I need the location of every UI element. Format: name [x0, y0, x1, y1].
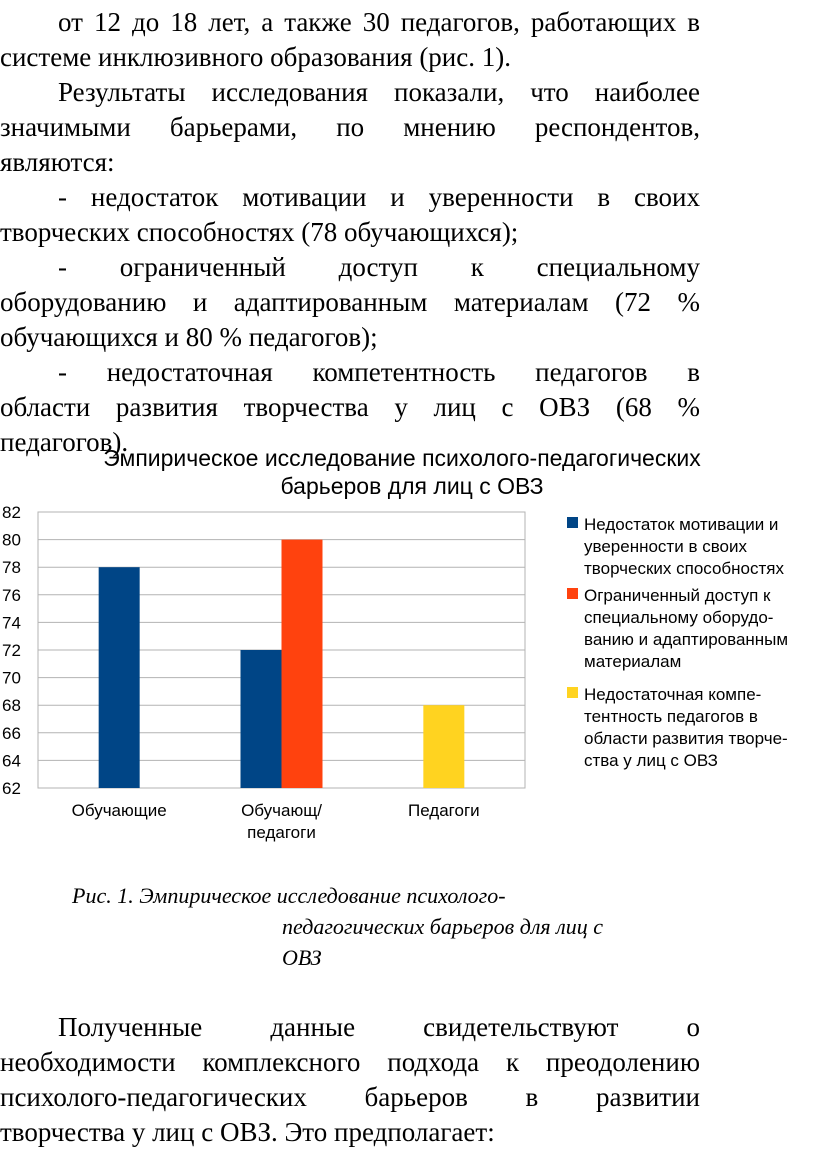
- bar: [281, 539, 323, 788]
- bar: [240, 650, 282, 788]
- y-tick-label: 80: [2, 531, 21, 550]
- paragraph-results: Результаты исследования показали, что на…: [0, 75, 700, 180]
- text-line: - недостаток мотивации и уверенности в с…: [58, 182, 700, 212]
- text-line: необходимости комплексного подхода к пре…: [0, 1047, 700, 1077]
- y-tick-label: 72: [2, 641, 21, 660]
- x-tick-label: Педагоги: [408, 801, 480, 820]
- text-line: творчества у лиц с ОВЗ. Это предполагает…: [0, 1117, 495, 1147]
- text-line: Полученные данные свидетельствуют о: [58, 1012, 700, 1042]
- y-tick-label: 64: [2, 751, 21, 770]
- y-tick-label: 70: [2, 669, 21, 688]
- legend-swatch: [567, 687, 578, 698]
- legend-label: материалам: [584, 652, 681, 671]
- text-line: области развития творчества у лиц с ОВЗ …: [0, 392, 700, 422]
- text-line: педагогов).: [0, 427, 129, 457]
- text-line: - недостаточная компетентность педагогов…: [58, 357, 700, 387]
- x-tick-label: Обучающие: [72, 801, 167, 820]
- legend-label: области развития творче-: [584, 729, 788, 748]
- caption-line: педагогических барьеров для лиц с: [282, 914, 603, 939]
- legend-swatch: [567, 588, 578, 599]
- chart-title-line: барьеров для лиц с ОВЗ: [281, 473, 544, 499]
- legend-label: творческих способностях: [584, 559, 785, 578]
- text-line: значимыми барьерами, по мнению респонден…: [0, 112, 700, 142]
- bar: [98, 567, 140, 788]
- chart-bars: [98, 539, 465, 788]
- y-tick-label: 66: [2, 724, 21, 743]
- text-line: психолого-педагогических барьеров в разв…: [0, 1082, 700, 1112]
- bullet-motivation: - недостаток мотивации и уверенности в с…: [0, 180, 700, 250]
- legend-label: Недостаточная компе-: [584, 685, 761, 704]
- legend-label: ванию и адаптированным: [584, 630, 788, 649]
- x-tick-label: педагоги: [247, 823, 316, 842]
- legend-label: ства у лиц с ОВЗ: [584, 751, 718, 770]
- caption-line: Рис. 1. Эмпирическое исследование психол…: [72, 883, 506, 908]
- y-tick-label: 74: [2, 613, 21, 632]
- y-tick-label: 68: [2, 696, 21, 715]
- chart-title: Эмпирическое исследование психолого-педа…: [103, 445, 701, 499]
- text-block-bottom: Полученные данные свидетельствуют о необ…: [0, 1010, 700, 1150]
- paragraph-sample: от 12 до 18 лет, а также 30 педагогов, р…: [0, 5, 700, 75]
- text-line: системе инклюзивного образования (рис. 1…: [0, 42, 511, 72]
- chart-legend: Недостаток мотивации и уверенности в свои…: [567, 515, 788, 770]
- text-line: являются:: [0, 147, 115, 177]
- y-tick-label: 76: [2, 586, 21, 605]
- y-tick-label: 82: [2, 503, 21, 522]
- text-line: оборудованию и адаптированным материалам…: [0, 287, 700, 317]
- paragraph-conclusion: Полученные данные свидетельствуют о необ…: [0, 1010, 700, 1150]
- x-tick-label: Обучающ/: [241, 801, 322, 820]
- text-line: обучающихся и 80 % педагогов);: [0, 322, 378, 352]
- text-line: творческих способностях (78 обучающихся)…: [0, 217, 519, 247]
- legend-label: Недостаток мотивации и: [584, 515, 778, 534]
- legend-label: тентность педагогов в: [584, 707, 758, 726]
- text-line: Результаты исследования показали, что на…: [58, 77, 700, 107]
- caption-line: ОВЗ: [282, 945, 322, 970]
- legend-label: Ограниченный доступ к: [584, 586, 771, 605]
- chart-y-axis: 62 64 66 68 70 72 74 76 78 80 82: [2, 503, 21, 798]
- y-tick-label: 62: [2, 779, 21, 798]
- text-block-top: от 12 до 18 лет, а также 30 педагогов, р…: [0, 5, 700, 460]
- bar-chart: Эмпирическое исследование психолого-педа…: [2, 445, 788, 842]
- text-line: - ограниченный доступ к специальному: [58, 252, 700, 282]
- bullet-access: - ограниченный доступ к специальному обо…: [0, 250, 700, 355]
- y-tick-label: 78: [2, 558, 21, 577]
- bar: [423, 705, 465, 788]
- chart-x-axis: Обучающие Обучающ/педагоги Педагоги: [72, 801, 480, 842]
- legend-label: специальному оборудо-: [584, 608, 773, 627]
- legend-swatch: [567, 517, 578, 528]
- text-line: от 12 до 18 лет, а также 30 педагогов, р…: [58, 7, 700, 37]
- legend-label: уверенности в своих: [584, 537, 747, 556]
- bullet-competence: - недостаточная компетентность педагогов…: [0, 355, 700, 460]
- chart-title-line: Эмпирическое исследование психолого-педа…: [103, 445, 701, 471]
